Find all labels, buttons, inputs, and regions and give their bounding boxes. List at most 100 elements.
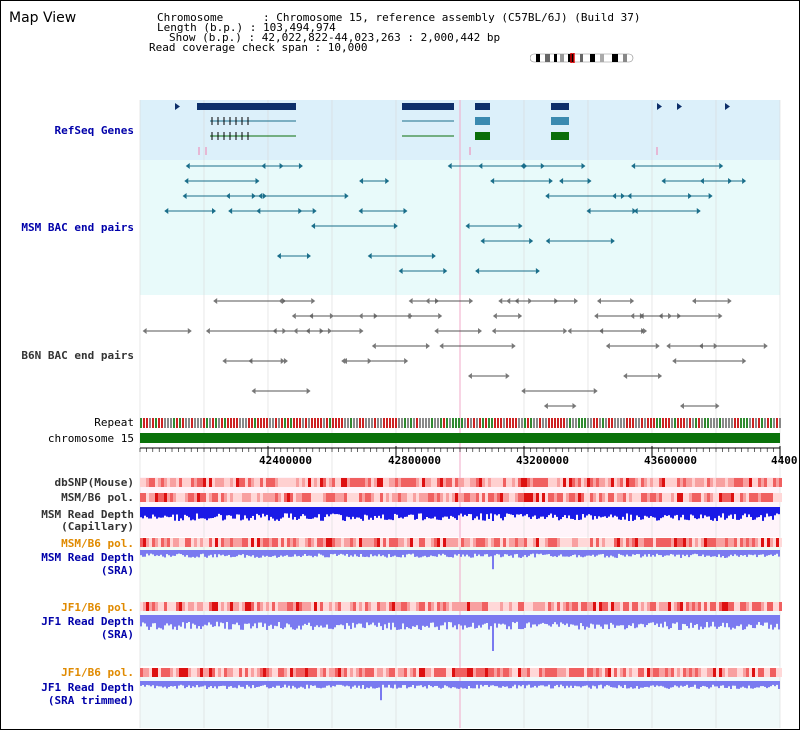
heat-cell	[605, 478, 608, 487]
heat-cell	[500, 668, 503, 677]
heat-cell	[722, 668, 725, 677]
bac-end-right	[306, 253, 311, 259]
read-depth-bar	[192, 550, 194, 557]
repeat-element	[722, 418, 724, 428]
heat-cell	[566, 602, 569, 611]
bac-end-left	[311, 223, 316, 229]
read-depth-bar	[152, 550, 154, 555]
bac-end-right	[469, 298, 474, 304]
read-depth-bar	[572, 507, 574, 519]
read-depth-bar	[734, 550, 736, 555]
heat-cell	[515, 602, 518, 611]
read-depth-bar	[142, 615, 144, 623]
read-depth-bar	[622, 615, 624, 626]
heat-cell	[632, 538, 635, 547]
read-depth-bar	[518, 615, 520, 629]
read-depth-bar	[146, 681, 148, 685]
read-depth-bar	[378, 615, 380, 623]
read-depth-bar	[254, 681, 256, 688]
heat-cell	[758, 602, 761, 611]
read-depth-bar	[366, 681, 368, 688]
heat-cell	[548, 538, 551, 547]
read-depth-bar	[476, 615, 478, 628]
heat-cell	[164, 602, 167, 611]
heat-cell	[179, 478, 182, 487]
read-depth-bar	[484, 507, 486, 521]
heat-cell	[605, 602, 608, 611]
heat-cell	[512, 602, 515, 611]
heat-cell	[722, 478, 725, 487]
read-depth-bar	[570, 507, 572, 519]
repeat-element	[203, 418, 205, 428]
heat-cell	[422, 493, 425, 502]
read-depth-bar	[584, 681, 586, 686]
repeat-element	[272, 418, 274, 428]
heat-cell	[428, 668, 431, 677]
read-depth-bar	[716, 615, 718, 629]
read-depth-bar	[426, 550, 428, 558]
read-depth-bar	[698, 550, 700, 557]
chromosome-ideogram[interactable]	[530, 53, 634, 63]
heat-cell	[326, 493, 329, 502]
read-depth-bar	[706, 507, 708, 517]
heat-cell	[479, 493, 482, 502]
heat-cell	[242, 493, 245, 502]
heat-cell	[290, 478, 293, 487]
read-depth-bar	[718, 615, 720, 627]
read-depth-bar	[170, 615, 172, 625]
repeat-element	[659, 418, 661, 428]
read-depth-bar	[424, 507, 426, 520]
read-depth-bar	[360, 507, 362, 519]
read-depth-bar	[268, 615, 270, 626]
read-depth-bar	[182, 615, 184, 623]
read-depth-bar	[154, 550, 156, 557]
heat-cell	[347, 668, 350, 677]
heat-cell	[467, 493, 470, 502]
heat-cell	[689, 668, 692, 677]
repeat-element	[776, 418, 778, 428]
heat-cell	[539, 478, 542, 487]
heat-cell	[443, 602, 446, 611]
read-depth-bar	[334, 681, 336, 687]
heat-cell	[569, 493, 572, 502]
read-depth-bar	[474, 681, 476, 689]
heat-cell	[656, 668, 659, 677]
bac-end-left	[467, 373, 472, 379]
repeat-element	[755, 418, 757, 428]
read-depth-bar	[290, 507, 292, 514]
heat-cell	[371, 538, 374, 547]
heat-cell	[647, 602, 650, 611]
heat-cell	[779, 478, 782, 487]
heat-cell	[590, 538, 593, 547]
read-depth-bar	[686, 615, 688, 626]
repeat-element	[143, 418, 145, 428]
heat-cell	[737, 493, 740, 502]
heat-cell	[203, 478, 206, 487]
heat-cell	[767, 538, 770, 547]
read-depth-bar	[424, 550, 426, 556]
read-depth-bar	[594, 615, 596, 629]
heat-cell	[278, 602, 281, 611]
repeat-element	[308, 418, 310, 428]
repeat-element	[542, 418, 544, 428]
read-depth-bar	[414, 681, 416, 689]
read-depth-bar	[746, 615, 748, 627]
heat-cell	[770, 668, 773, 677]
heat-cell	[206, 493, 209, 502]
heat-cell	[350, 478, 353, 487]
read-depth-bar	[548, 681, 550, 685]
read-depth-bar	[720, 681, 722, 686]
read-depth-bar	[320, 681, 322, 689]
read-depth-bar	[458, 550, 460, 555]
heat-cell	[356, 493, 359, 502]
read-depth-bar	[262, 615, 264, 627]
read-depth-bar	[672, 681, 674, 688]
heat-cell	[191, 602, 194, 611]
heat-cell	[308, 478, 311, 487]
read-depth-bar	[336, 550, 338, 556]
heat-cell	[563, 602, 566, 611]
read-depth-bar	[578, 681, 580, 687]
read-depth-bar	[424, 615, 426, 627]
heat-cell	[719, 478, 722, 487]
